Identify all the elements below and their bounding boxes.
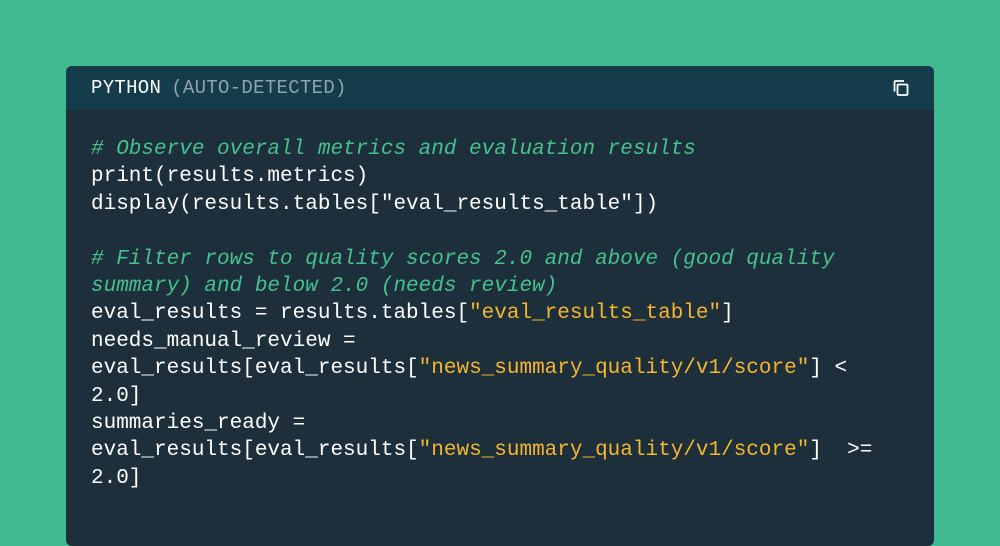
code-token-plain: summaries_ready = [91, 411, 306, 435]
code-content: # Observe overall metrics and evaluation… [91, 136, 872, 492]
code-token-plain: display(results.tables["eval_results_tab… [91, 192, 659, 216]
code-token-comment: # Observe overall metrics and evaluation… [91, 138, 696, 161]
code-line: display(results.tables["eval_results_tab… [91, 191, 872, 218]
language-label: PYTHON [91, 77, 162, 99]
code-token-plain: eval_results = results.tables[ [91, 302, 470, 326]
code-line [91, 218, 872, 245]
code-token-plain: needs_manual_review = [91, 329, 356, 353]
code-token-plain: eval_results[eval_results[ [91, 439, 419, 463]
copy-icon[interactable] [892, 79, 910, 97]
code-line: # Observe overall metrics and evaluation… [91, 136, 872, 163]
code-line: needs_manual_review = [91, 328, 872, 355]
code-token-plain: ] < [809, 357, 848, 381]
code-token-plain: print(results.metrics) [91, 165, 369, 189]
code-token-plain: 2.0] [91, 466, 142, 490]
code-token-plain: 2.0] [91, 384, 142, 408]
code-block-header: PYTHON (AUTO-DETECTED) [66, 66, 934, 110]
code-line: eval_results[eval_results["news_summary_… [91, 437, 872, 464]
code-block: PYTHON (AUTO-DETECTED) # Observe overall… [66, 66, 934, 546]
code-line: summary) and below 2.0 (needs review) [91, 273, 872, 300]
code-line: 2.0] [91, 383, 872, 410]
code-line: # Filter rows to quality scores 2.0 and … [91, 246, 872, 273]
code-token-plain: eval_results[eval_results[ [91, 357, 419, 381]
code-token-string: "news_summary_quality/v1/score" [418, 357, 810, 381]
code-line: summaries_ready = [91, 410, 872, 437]
code-token-plain: ] >= [809, 439, 873, 463]
code-token-string: "eval_results_table" [469, 302, 722, 326]
code-line: print(results.metrics) [91, 163, 872, 190]
code-token-string: "news_summary_quality/v1/score" [418, 439, 810, 463]
code-token-comment: summary) and below 2.0 (needs review) [91, 274, 558, 298]
code-line: 2.0] [91, 465, 872, 492]
code-token-plain: ] [721, 302, 734, 326]
code-line: eval_results[eval_results["news_summary_… [91, 355, 872, 382]
auto-detected-label: (AUTO-DETECTED) [171, 77, 347, 99]
code-token-comment: # Filter rows to quality scores 2.0 and … [91, 247, 835, 271]
code-line: eval_results = results.tables["eval_resu… [91, 300, 872, 327]
